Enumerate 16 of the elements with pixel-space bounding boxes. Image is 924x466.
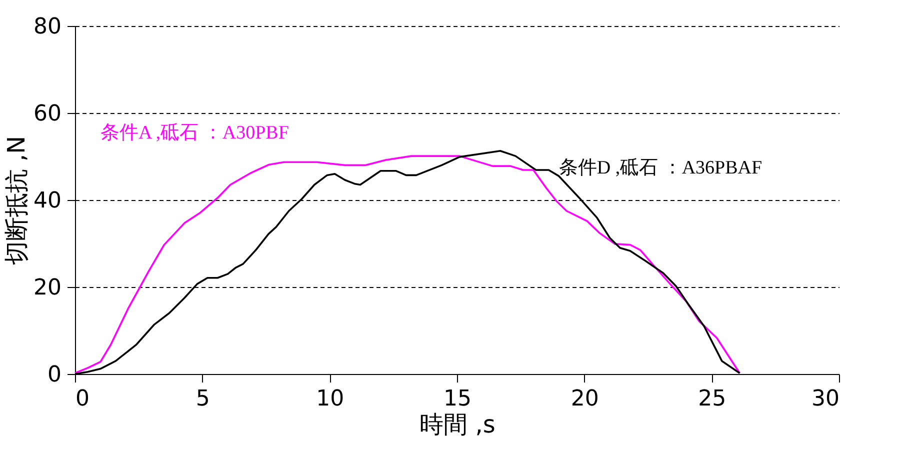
y-tick-label: 40: [34, 188, 62, 214]
y-tick-label: 80: [34, 14, 62, 40]
y-tick-label: 20: [34, 276, 62, 300]
y-tick-label: 0: [48, 362, 62, 388]
y-axis-title: 切断抵抗 ,N: [2, 136, 31, 266]
series-label: 条件A ,砥石 ：A30PBF: [100, 122, 289, 144]
x-axis-title: 時間 ,s: [420, 410, 496, 438]
x-tick-label: 30: [812, 386, 840, 412]
x-tick-label: 5: [196, 386, 210, 412]
x-tick-label: 0: [76, 386, 90, 412]
x-tick-label: 10: [316, 386, 344, 412]
x-tick-label: 20: [570, 386, 599, 412]
series-label: 条件D ,砥石 ：A36PBAF: [558, 157, 762, 178]
x-tick-label: 15: [444, 386, 472, 412]
x-tick-label: 25: [698, 386, 726, 412]
y-tick-label: 60: [34, 102, 62, 126]
